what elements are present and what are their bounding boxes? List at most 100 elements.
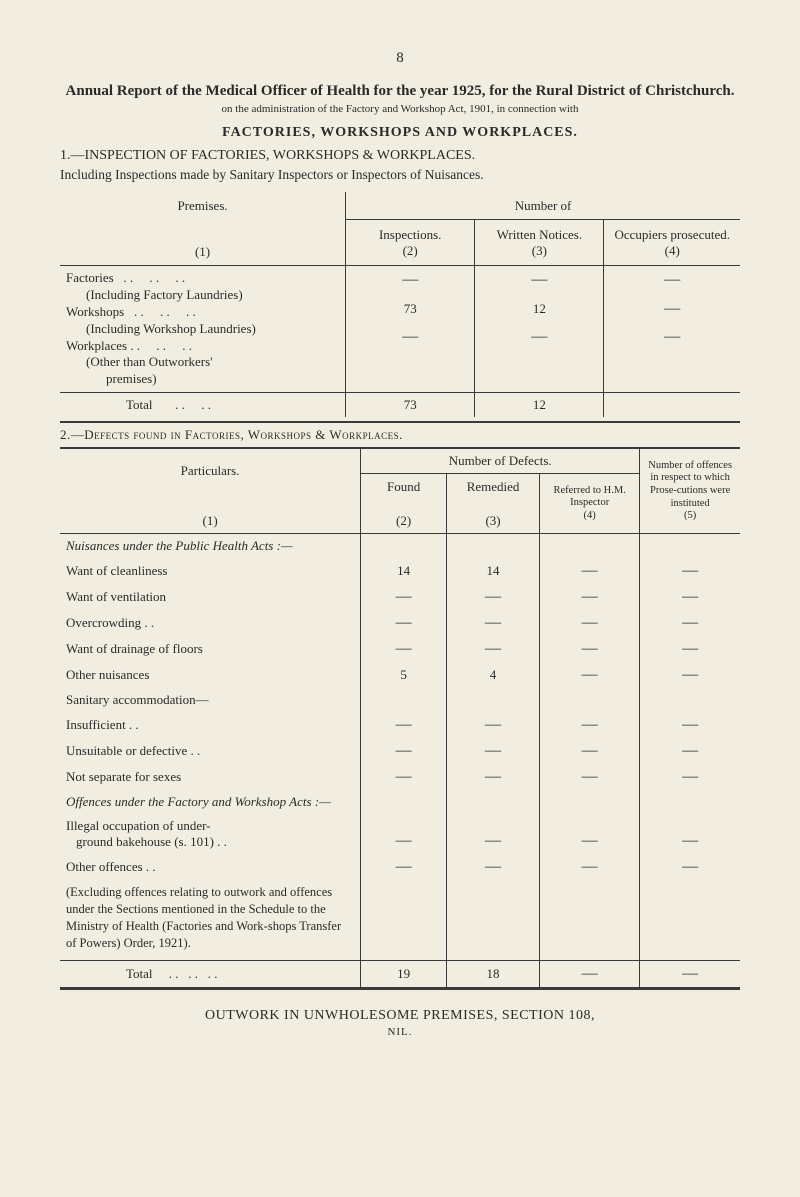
- row-label: Want of cleanliness: [60, 558, 361, 584]
- cell: —: [540, 558, 640, 584]
- cell: —: [447, 854, 540, 880]
- cell: —: [640, 636, 740, 662]
- cell: 14: [447, 558, 540, 584]
- cell: —: [361, 738, 447, 764]
- factories-sub: (Including Factory Laundries): [66, 287, 339, 304]
- cell: —: [361, 814, 447, 854]
- cell: —: [640, 584, 740, 610]
- referred-header: Referred to H.M. Inspector (4): [540, 474, 640, 534]
- premises-label: Premises.: [66, 196, 339, 216]
- remedied-label: Remedied: [453, 479, 533, 495]
- row-label: Want of drainage of floors: [60, 636, 361, 662]
- cell: 12: [475, 295, 604, 324]
- table-row: Other offences . . — — — —: [60, 854, 740, 880]
- col2: (2): [367, 513, 440, 529]
- found-label: Found: [367, 479, 440, 495]
- document-page: 8 Annual Report of the Medical Officer o…: [0, 0, 800, 1078]
- written-notices-label: Written Notices.: [481, 227, 597, 243]
- occupiers-header: Occupiers prosecuted. (4): [604, 220, 740, 266]
- cell: —: [640, 738, 740, 764]
- particulars-label: Particulars.: [66, 463, 354, 479]
- cell: —: [447, 712, 540, 738]
- notices-header: Written Notices. (3): [475, 220, 604, 266]
- col-1-label: (1): [66, 242, 339, 262]
- number-of-header: Number of: [346, 192, 740, 219]
- row-label: Unsuitable or defective . .: [60, 738, 361, 764]
- particulars-header: Particulars. (1): [60, 449, 361, 534]
- cell: —: [640, 662, 740, 688]
- cell: —: [604, 266, 740, 295]
- exclusion-note: (Excluding offences relating to outwork …: [60, 880, 361, 960]
- cell: —: [447, 738, 540, 764]
- cell: —: [475, 324, 604, 393]
- cell: 73: [346, 393, 475, 418]
- outwork-heading: OUTWORK IN UNWHOLESOME PREMISES, SECTION…: [60, 1008, 740, 1024]
- table-row: Other nuisances 5 4 — —: [60, 662, 740, 688]
- table-row: Not separate for sexes — — — —: [60, 764, 740, 790]
- col-4-label: (4): [610, 243, 734, 259]
- workplaces-sub2: premises): [66, 371, 339, 388]
- cell: —: [540, 854, 640, 880]
- cell: —: [540, 738, 640, 764]
- cell: —: [361, 712, 447, 738]
- prosecutions-label: Number of offences in respect to which P…: [646, 460, 734, 510]
- cell: —: [361, 636, 447, 662]
- cell: 73: [346, 295, 475, 324]
- cell: —: [361, 764, 447, 790]
- col5: (5): [646, 510, 734, 523]
- workshops-sub: (Including Workshop Laundries): [66, 321, 339, 338]
- table-row: Offences under the Factory and Workshop …: [60, 790, 740, 814]
- col4: (4): [546, 510, 633, 523]
- premises-header: Premises. (1): [60, 192, 346, 266]
- section-1-title: 1.—INSPECTION OF FACTORIES, WORKSHOPS & …: [60, 147, 740, 186]
- total-label: Total . . . . . .: [60, 960, 361, 987]
- table-row: Want of ventilation — — — —: [60, 584, 740, 610]
- cell: —: [540, 960, 640, 987]
- report-subtitle: on the administration of the Factory and…: [60, 103, 740, 115]
- cell: —: [640, 610, 740, 636]
- cell: —: [640, 764, 740, 790]
- table-row: Want of cleanliness 14 14 — —: [60, 558, 740, 584]
- prosecutions-header: Number of offences in respect to which P…: [640, 449, 740, 534]
- row-label: Other nuisances: [60, 662, 361, 688]
- factories-label: Factories: [66, 270, 114, 285]
- cell: —: [640, 960, 740, 987]
- cell: —: [640, 712, 740, 738]
- report-title: Annual Report of the Medical Officer of …: [60, 81, 740, 101]
- total-label: Total . . . .: [60, 393, 346, 418]
- cell: —: [540, 814, 640, 854]
- section-1-sub: Including Inspections made by Sanitary I…: [60, 167, 484, 182]
- col-3-label: (3): [481, 243, 597, 259]
- found-header: Found (2): [361, 474, 447, 534]
- table-row: Factories . . . . . . (Including Factory…: [60, 266, 740, 295]
- nil-label: NIL.: [60, 1026, 740, 1038]
- inspections-table: Premises. (1) Number of Inspections. (2)…: [60, 192, 740, 417]
- row-label: Not separate for sexes: [60, 764, 361, 790]
- cell: 18: [447, 960, 540, 987]
- workshops-label: Workshops: [66, 304, 124, 319]
- workplaces-label: Workplaces . .: [66, 338, 140, 353]
- occupiers-label: Occupiers prosecuted.: [610, 227, 734, 243]
- cell: —: [540, 610, 640, 636]
- inspections-label: Inspections.: [352, 227, 468, 243]
- cell: —: [540, 662, 640, 688]
- cell: —: [447, 764, 540, 790]
- workplaces-sub1: (Other than Outworkers': [66, 354, 339, 371]
- table-row: Insufficient . . — — — —: [60, 712, 740, 738]
- row-label: Overcrowding . .: [60, 610, 361, 636]
- cell: —: [361, 854, 447, 880]
- inspections-header: Inspections. (2): [346, 220, 475, 266]
- cell: —: [540, 764, 640, 790]
- cell: 19: [361, 960, 447, 987]
- cell: —: [361, 584, 447, 610]
- cell: —: [640, 854, 740, 880]
- cell: —: [540, 712, 640, 738]
- cell: —: [447, 610, 540, 636]
- cell: —: [604, 324, 740, 393]
- group-title: Nuisances under the Public Health Acts :…: [60, 534, 361, 559]
- cell: —: [447, 636, 540, 662]
- total-row: Total . . . . 73 12: [60, 393, 740, 418]
- cell: —: [447, 814, 540, 854]
- col3: (3): [453, 513, 533, 529]
- row-label: Want of ventilation: [60, 584, 361, 610]
